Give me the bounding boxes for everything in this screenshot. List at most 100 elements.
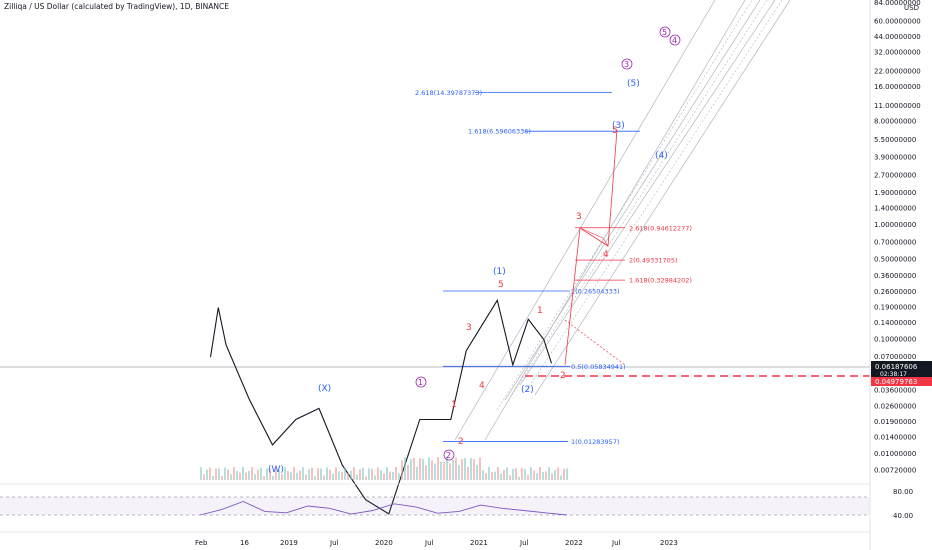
volume-bar (242, 467, 244, 480)
wave-label: (5) (627, 79, 640, 89)
volume-bar (425, 465, 427, 480)
volume-bar (278, 469, 280, 480)
price-tick: 16.00000000 (874, 83, 921, 91)
svg-text:1: 1 (418, 378, 423, 387)
volume-bar (485, 473, 487, 480)
volume-bar (209, 467, 211, 480)
wave-label: (1) (493, 267, 506, 277)
volume-bar (386, 467, 388, 480)
volume-bar (323, 475, 325, 480)
volume-bar (461, 459, 463, 480)
wave-label: 2 (458, 437, 464, 447)
volume-bar (422, 458, 424, 480)
wave-label: 4 (603, 250, 609, 260)
wave-label-purple-1: 1 (415, 376, 427, 388)
volume-bar (329, 469, 331, 480)
price-tick: 0.36000000 (874, 272, 916, 280)
wave-label: (X) (318, 384, 331, 394)
rsi-axis: 80.00 40.00 (893, 488, 913, 520)
volume-bar (413, 457, 415, 480)
rsi-tick: 80.00 (893, 488, 913, 496)
price-tick: 0.02600000 (874, 402, 916, 410)
volume-bar (566, 468, 568, 480)
wave-label-purple-2: 2 (443, 449, 455, 461)
volume-bar (374, 475, 376, 480)
volume-bar (437, 457, 439, 480)
svg-text:2: 2 (446, 451, 451, 460)
price-tick: 5.50000000 (874, 136, 916, 144)
price-tick: 84.00000000 (874, 0, 921, 7)
price-tick: 32.00000000 (874, 49, 921, 57)
price-axis[interactable]: 84.00000000 60.00000000 44.00000000 32.0000… (874, 0, 921, 474)
price-tag-bg (871, 361, 932, 377)
volume-bar (368, 468, 370, 480)
price-tick: 1.00000000 (874, 221, 916, 229)
volume-bar (350, 470, 352, 480)
volume-bar (527, 474, 529, 480)
volume-bar (524, 469, 526, 480)
price-line (209, 298, 553, 515)
fib-level-label: 2(0.49331705) (629, 257, 678, 265)
volume-bar (398, 473, 400, 480)
price-tag: 0.06187606 (875, 363, 918, 371)
volume-bar (464, 458, 466, 480)
volume-bar (317, 468, 319, 480)
volume-bar (503, 470, 505, 480)
volume-bar (482, 470, 484, 480)
volume-bar (389, 471, 391, 480)
price-tick: 44.00000000 (874, 33, 921, 41)
wave-labels: (W) (X) (1) (2) (3) (4) (5) 1 2 3 4 5 2 … (268, 26, 681, 475)
time-tick: 2022 (565, 539, 583, 547)
volume-bar (260, 467, 262, 480)
volume-bar (308, 469, 310, 480)
volume-bar (314, 476, 316, 480)
volume-bar (251, 467, 253, 480)
volume-bar (533, 470, 535, 480)
volume-bar (560, 475, 562, 480)
volume-bar (269, 468, 271, 480)
wave-projection-dashed (564, 319, 626, 366)
wave-projection-red-2 (579, 227, 609, 247)
volume-bar (365, 476, 367, 480)
volume-bar (530, 467, 532, 480)
wave-label: 3 (576, 212, 582, 222)
volume-bar (230, 474, 232, 480)
volume-bar (263, 476, 265, 480)
volume-bar (236, 470, 238, 480)
volume-bar (218, 468, 220, 480)
fib-level-label: 0.5(0.05834941) (571, 363, 626, 371)
volume-bars (200, 457, 568, 480)
volume-bar (344, 467, 346, 480)
volume-bar (203, 474, 205, 480)
volume-bar (272, 475, 274, 480)
volume-bar (440, 461, 442, 480)
volume-bar (512, 468, 514, 480)
volume-bar (452, 460, 454, 480)
price-tick: 0.70000000 (874, 239, 916, 247)
volume-bar (479, 457, 481, 480)
time-tick: 2023 (660, 539, 678, 547)
time-axis[interactable]: Feb 16 2019 Jul 2020 Jul 2021 Jul 2022 Jul 2023 (195, 539, 678, 547)
price-tick: 0.00720000 (874, 466, 916, 474)
rsi-tick: 40.00 (893, 512, 913, 520)
volume-bar (227, 469, 229, 480)
price-tick: 60.00000000 (874, 17, 921, 25)
volume-bar (500, 473, 502, 480)
volume-bar (446, 457, 448, 480)
price-tick: 0.01400000 (874, 433, 916, 441)
volume-bar (548, 467, 550, 480)
volume-bar (551, 473, 553, 480)
wave-projection-red (564, 129, 618, 366)
rsi-pane (0, 483, 870, 533)
volume-bar (347, 472, 349, 480)
wave-label-purple-5: 5 (659, 26, 671, 38)
fib-level-label: 1.618(0.32984202) (629, 277, 692, 285)
price-tick: 3.90000000 (874, 153, 916, 161)
time-tick: Jul (519, 539, 529, 547)
volume-bar (302, 467, 304, 480)
volume-bar (200, 467, 202, 480)
svg-text:5: 5 (662, 28, 667, 37)
volume-bar (290, 472, 292, 480)
volume-bar (428, 457, 430, 480)
